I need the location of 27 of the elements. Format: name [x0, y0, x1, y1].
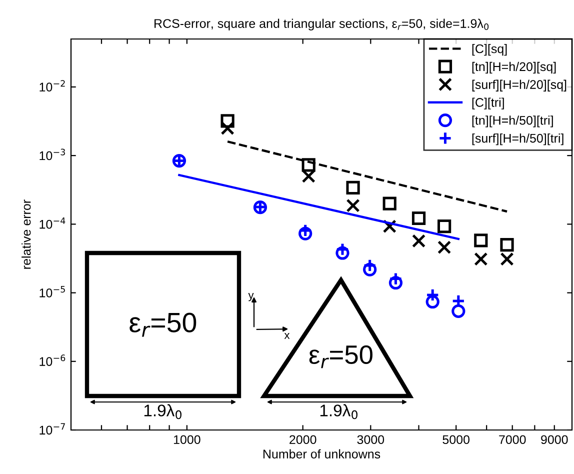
x-tick-label: 2000: [290, 435, 316, 444]
legend-label: [tn][H=h/20][sq]: [472, 62, 556, 74]
annotation: 1.9λ$_{0}$: [320, 404, 358, 420]
chart-title: RCS-error, square and triangular sections, ε$_{r}$=50, side=1.9λ$_{0}$: [154, 18, 489, 30]
legend-label: [C][tri]: [472, 98, 504, 110]
y-axis-title: relative error: [22, 200, 31, 269]
x-tick-label: 5000: [442, 435, 470, 444]
annotation: ε$_{r}$=50: [130, 312, 196, 337]
annotation: ε$_{r}$=50: [309, 345, 372, 368]
y-tick-label: 10$^{−2}$: [40, 80, 65, 92]
annotation: 1.9λ$_{0}$: [144, 404, 182, 420]
y-tick-label: 10$^{−4}$: [40, 217, 66, 229]
x-tick-label: 9000: [541, 435, 568, 444]
x-tick-label: 3000: [357, 435, 384, 444]
x-tick-label: 7000: [499, 435, 526, 444]
y-tick-label: 10$^{−7}$: [40, 423, 65, 435]
annotation: y: [248, 293, 254, 302]
legend-label: [tn][H=h/50][tri]: [472, 116, 553, 128]
legend-label: [surf][H=h/20][sq]: [472, 80, 566, 92]
legend-label: [surf][H=h/50][tri]: [472, 134, 564, 146]
y-tick-label: 10$^{−6}$: [40, 354, 66, 366]
annotation: x: [284, 333, 290, 339]
y-tick-label: 10$^{−5}$: [40, 286, 65, 298]
x-axis-title: Number of unknowns: [263, 449, 380, 458]
y-tick-label: 10$^{−3}$: [40, 148, 65, 160]
x-tick-label: 1000: [174, 435, 200, 444]
legend-label: [C][sq]: [472, 44, 507, 56]
